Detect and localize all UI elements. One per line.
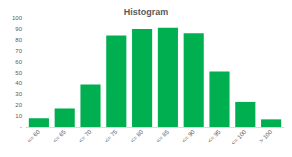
svg-text:-: -	[20, 124, 22, 130]
svg-text:80: 80	[15, 37, 22, 43]
svg-text:20: 20	[15, 102, 22, 108]
svg-text:<= 60: <= 60	[26, 128, 42, 144]
svg-text:<= 75: <= 75	[103, 128, 119, 144]
svg-text:<= 80: <= 80	[129, 128, 145, 144]
svg-text:Histogram: Histogram	[124, 7, 169, 17]
svg-text:<= 90: <= 90	[181, 128, 197, 144]
svg-text:<= 95: <= 95	[207, 128, 223, 144]
svg-text:50: 50	[15, 70, 22, 76]
svg-text:30: 30	[15, 91, 22, 97]
svg-text:60: 60	[15, 59, 22, 65]
svg-text:90: 90	[15, 26, 22, 32]
svg-text:100: 100	[12, 15, 23, 21]
svg-text:70: 70	[15, 48, 22, 54]
svg-text:40: 40	[15, 80, 22, 86]
svg-text:> 100: > 100	[258, 128, 273, 143]
svg-text:<= 70: <= 70	[78, 128, 94, 144]
svg-text:<= 100: <= 100	[230, 128, 248, 146]
svg-text:<= 85: <= 85	[155, 128, 171, 144]
svg-text:<= 65: <= 65	[52, 128, 68, 144]
svg-text:10: 10	[15, 113, 22, 119]
